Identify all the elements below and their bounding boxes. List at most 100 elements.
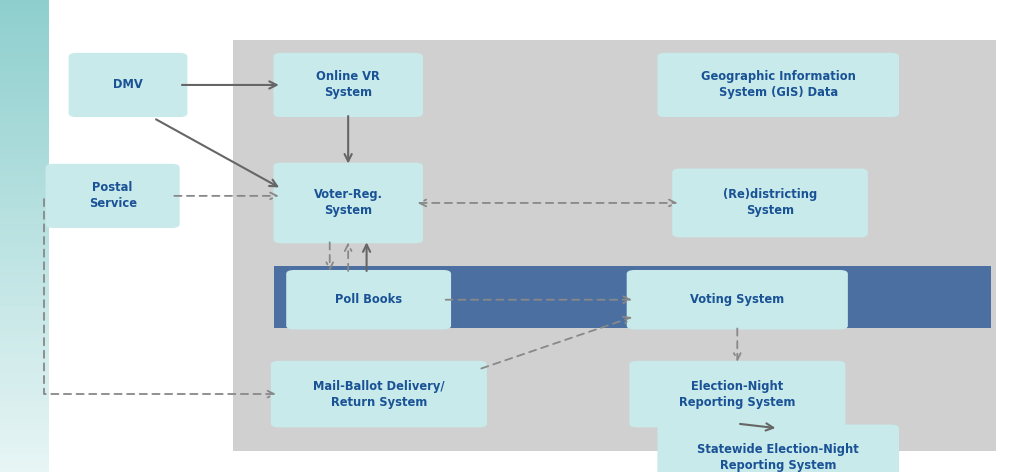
Bar <box>0 89 49 94</box>
Bar <box>0 18 49 24</box>
Bar <box>0 183 49 189</box>
Bar <box>0 177 49 183</box>
Bar <box>0 160 49 165</box>
Text: Voting System: Voting System <box>690 293 784 306</box>
Bar <box>0 118 49 124</box>
Bar <box>0 47 49 53</box>
Bar <box>0 124 49 130</box>
Bar <box>0 6 49 12</box>
Text: Election-Night
Reporting System: Election-Night Reporting System <box>679 379 796 409</box>
Bar <box>0 201 49 207</box>
Bar <box>0 142 49 147</box>
Bar <box>0 94 49 101</box>
Bar <box>0 29 49 35</box>
Bar <box>0 419 49 425</box>
Bar <box>0 466 49 472</box>
Bar <box>0 354 49 360</box>
Bar <box>0 130 49 136</box>
Bar <box>0 248 49 254</box>
FancyBboxPatch shape <box>273 53 423 117</box>
Bar <box>0 407 49 413</box>
Bar <box>0 153 49 160</box>
FancyBboxPatch shape <box>629 361 845 428</box>
Bar <box>0 277 49 283</box>
FancyBboxPatch shape <box>286 270 451 329</box>
Bar <box>0 283 49 289</box>
Bar <box>0 254 49 260</box>
Bar <box>0 224 49 230</box>
Bar <box>0 230 49 236</box>
Text: Statewide Election-Night
Reporting System: Statewide Election-Night Reporting Syste… <box>697 443 859 472</box>
Bar <box>0 431 49 437</box>
Bar <box>0 325 49 330</box>
Bar <box>0 372 49 378</box>
Bar <box>0 383 49 389</box>
Bar <box>0 360 49 366</box>
Bar <box>0 319 49 325</box>
Bar <box>0 454 49 460</box>
Bar <box>0 413 49 419</box>
Bar <box>0 265 49 271</box>
Text: Online VR
System: Online VR System <box>316 70 380 100</box>
Text: Geographic Information
System (GIS) Data: Geographic Information System (GIS) Data <box>700 70 856 100</box>
Bar <box>0 366 49 372</box>
Bar <box>0 53 49 59</box>
Bar <box>0 171 49 177</box>
Bar <box>0 242 49 248</box>
Bar <box>0 112 49 118</box>
Bar <box>0 59 49 65</box>
Bar <box>0 330 49 336</box>
Bar <box>0 0 49 6</box>
FancyBboxPatch shape <box>273 163 423 244</box>
Bar <box>0 289 49 295</box>
Bar <box>0 189 49 194</box>
FancyBboxPatch shape <box>657 425 899 472</box>
Bar <box>0 395 49 401</box>
Bar <box>0 336 49 342</box>
Bar <box>0 12 49 17</box>
FancyBboxPatch shape <box>69 53 187 117</box>
FancyBboxPatch shape <box>233 40 996 451</box>
Text: Poll Books: Poll Books <box>335 293 402 306</box>
FancyBboxPatch shape <box>45 164 180 228</box>
Bar <box>0 24 49 29</box>
FancyBboxPatch shape <box>627 270 848 329</box>
Bar <box>0 101 49 106</box>
Text: (Re)districting
System: (Re)districting System <box>723 188 817 218</box>
Bar <box>0 301 49 307</box>
Bar <box>0 195 49 201</box>
Bar <box>0 271 49 278</box>
Bar <box>0 342 49 348</box>
Bar <box>0 295 49 301</box>
Bar <box>0 260 49 265</box>
Bar <box>0 35 49 42</box>
Bar <box>0 448 49 454</box>
Bar <box>0 348 49 354</box>
FancyBboxPatch shape <box>270 361 487 428</box>
Bar <box>0 401 49 407</box>
Bar <box>0 77 49 83</box>
Bar <box>0 42 49 47</box>
FancyBboxPatch shape <box>672 169 867 237</box>
Bar <box>0 460 49 466</box>
FancyBboxPatch shape <box>657 53 899 117</box>
Bar <box>0 443 49 448</box>
Text: Postal
Service: Postal Service <box>89 181 136 211</box>
Bar <box>0 65 49 71</box>
Text: DMV: DMV <box>113 78 143 92</box>
Bar <box>0 207 49 212</box>
Bar <box>0 106 49 112</box>
Bar <box>0 212 49 218</box>
Bar <box>0 218 49 224</box>
Bar <box>0 147 49 153</box>
Text: Mail-Ballot Delivery/
Return System: Mail-Ballot Delivery/ Return System <box>313 379 444 409</box>
Bar <box>0 236 49 242</box>
Bar <box>0 313 49 319</box>
Bar <box>0 378 49 383</box>
Text: Voter-Reg.
System: Voter-Reg. System <box>313 188 383 218</box>
Bar <box>0 389 49 396</box>
Bar <box>0 437 49 443</box>
Bar <box>0 71 49 76</box>
FancyBboxPatch shape <box>274 266 991 328</box>
Bar <box>0 136 49 142</box>
